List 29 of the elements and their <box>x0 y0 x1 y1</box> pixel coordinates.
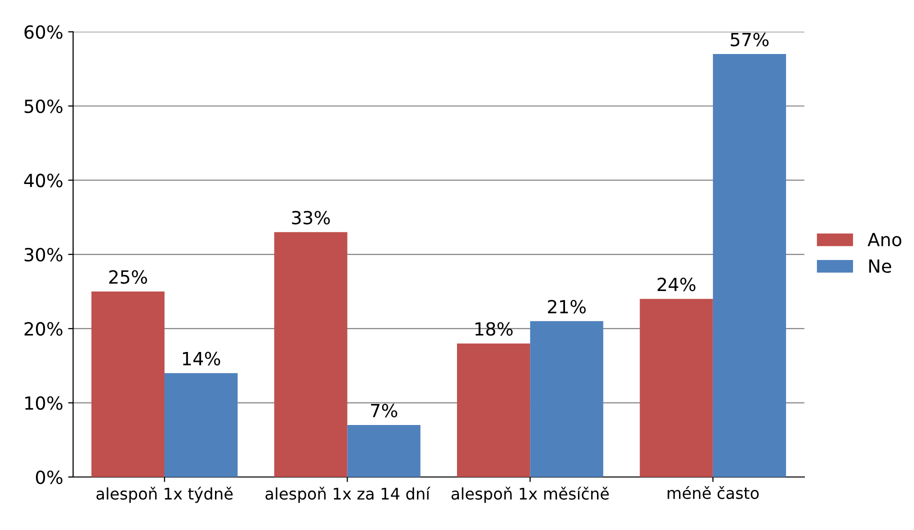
bar <box>91 292 165 477</box>
data-label: 57% <box>730 32 769 46</box>
bar <box>640 298 713 477</box>
bar <box>164 373 238 477</box>
bar <box>530 321 604 477</box>
y-tick-label: 10% <box>25 396 62 410</box>
y-tick-label: 60% <box>24 25 62 39</box>
data-label: 21% <box>548 300 586 314</box>
data-label: 33% <box>292 210 330 224</box>
y-tick-label: 0% <box>36 470 62 484</box>
y-tick-label: 30% <box>24 248 62 262</box>
data-label: 7% <box>371 404 398 418</box>
data-label: 14% <box>183 352 220 366</box>
bar <box>457 343 530 477</box>
x-tick-label: alespoň 1x týdně <box>96 486 233 503</box>
legend-label: Ne <box>869 259 892 273</box>
y-tick-label: 20% <box>24 322 62 336</box>
y-tick-label: 50% <box>24 99 62 114</box>
legend-label: Ano <box>868 232 902 246</box>
bar <box>347 425 420 477</box>
bar <box>712 54 786 477</box>
x-tick-label: alespoň 1x měsíčně <box>452 486 609 503</box>
data-label: 24% <box>658 278 696 292</box>
data-label: 25% <box>109 270 148 284</box>
x-tick-label: méně často <box>668 486 759 500</box>
x-tick-label: alespoň 1x za 14 dní <box>266 486 430 503</box>
bar <box>274 232 348 477</box>
data-label: 18% <box>475 322 513 336</box>
y-tick-label: 40% <box>24 174 62 188</box>
